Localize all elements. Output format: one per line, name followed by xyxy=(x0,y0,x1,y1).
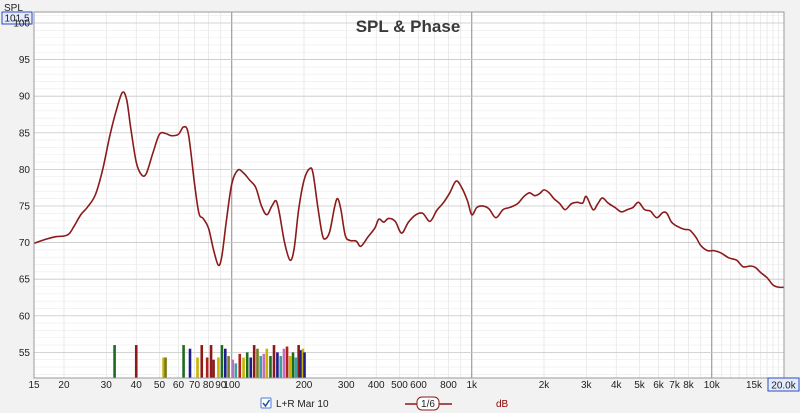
filter-bar xyxy=(269,356,272,378)
filter-bar xyxy=(245,352,249,378)
x-tick-label: 4k xyxy=(611,380,623,391)
filter-bar xyxy=(227,356,230,378)
filter-bar xyxy=(301,348,305,378)
filter-bar xyxy=(200,345,204,378)
legend: L+R Mar 10 1/6 dB xyxy=(260,396,509,411)
series-line xyxy=(33,91,785,289)
filter-bar xyxy=(299,350,303,378)
y-tick-label: 90 xyxy=(19,92,31,103)
x-tick-label: 70 xyxy=(189,380,201,391)
x-tick-label: 7k xyxy=(669,380,681,391)
x-max-box[interactable] xyxy=(767,377,800,392)
x-tick-label: 100 xyxy=(223,380,240,391)
filter-bar xyxy=(242,357,245,378)
filter-bar xyxy=(249,357,253,378)
smoothing-button[interactable] xyxy=(416,396,440,411)
bars-layer xyxy=(113,345,306,378)
y-max-label: 101.5 xyxy=(4,14,29,25)
filter-bar xyxy=(285,346,289,378)
filter-bar xyxy=(217,357,220,378)
filter-bar xyxy=(220,345,224,378)
filter-bar xyxy=(276,352,279,378)
x-tick-label: 90 xyxy=(215,380,227,391)
filter-bar xyxy=(162,357,165,378)
chart-title: SPL & Phase xyxy=(356,17,461,36)
y-tick-label: 100 xyxy=(13,18,30,29)
x-tick-label: 60 xyxy=(173,380,185,391)
y-tick-label: 70 xyxy=(19,238,31,249)
x-tick-label: 1k xyxy=(466,380,478,391)
filter-bar xyxy=(265,348,269,378)
filter-bar xyxy=(134,345,138,378)
plot-area xyxy=(34,12,784,378)
y-tick-label: 65 xyxy=(19,275,31,286)
x-tick-label: 300 xyxy=(338,380,355,391)
x-tick-label: 200 xyxy=(296,380,313,391)
x-tick-label: 15k xyxy=(746,380,763,391)
unit-label: dB xyxy=(496,399,509,410)
filter-bar xyxy=(294,357,298,378)
x-tick-label: 50 xyxy=(154,380,166,391)
x-tick-label: 8k xyxy=(683,380,695,391)
y-tick-label: 80 xyxy=(19,165,31,176)
y-tick-labels: 55 60 65 70 75 80 85 90 95 100 xyxy=(13,18,30,358)
x-tick-label: 40 xyxy=(131,380,143,391)
x-max-label: 20.0k xyxy=(771,381,796,392)
x-tick-label: 3k xyxy=(581,380,593,391)
y-tick-label: 95 xyxy=(19,55,31,66)
filter-bar xyxy=(282,348,286,378)
filter-bar xyxy=(164,357,167,378)
filter-bar xyxy=(238,353,242,378)
check-icon xyxy=(262,399,271,408)
filter-bar xyxy=(279,356,283,378)
x-tick-label: 5k xyxy=(634,380,646,391)
x-tick-label: 6k xyxy=(653,380,665,391)
filter-bar xyxy=(209,345,213,378)
filter-bar xyxy=(113,345,116,378)
x-tick-label: 400 xyxy=(368,380,385,391)
filter-bar xyxy=(223,348,227,378)
x-tick-label: 800 xyxy=(440,380,457,391)
y-tick-label: 85 xyxy=(19,128,31,139)
filter-bar xyxy=(259,356,262,378)
filter-bar xyxy=(272,345,276,378)
grid-major xyxy=(34,12,784,378)
filter-bar xyxy=(196,357,199,378)
filter-bar xyxy=(252,345,256,378)
y-axis-label: SPL xyxy=(4,3,23,14)
filter-bar xyxy=(256,348,259,378)
legend-series-label: L+R Mar 10 xyxy=(276,399,329,410)
y-tick-label: 75 xyxy=(19,201,31,212)
plot-border xyxy=(33,11,785,379)
filter-bar xyxy=(182,345,185,378)
smoothing-label: 1/6 xyxy=(421,399,435,410)
filter-bar xyxy=(303,352,306,378)
x-tick-label: 10k xyxy=(704,380,721,391)
filter-bar xyxy=(291,352,295,378)
y-max-box[interactable] xyxy=(1,11,33,25)
x-tick-label: 500 xyxy=(391,380,408,391)
x-tick-label: 2k xyxy=(539,380,551,391)
x-tick-label: 30 xyxy=(101,380,113,391)
filter-bar xyxy=(188,348,192,378)
x-tick-label: 80 xyxy=(203,380,215,391)
filter-bar xyxy=(262,353,266,378)
y-tick-label: 60 xyxy=(19,311,31,322)
y-tick-label: 55 xyxy=(19,348,31,359)
filter-bar xyxy=(288,356,292,378)
filter-bar xyxy=(234,363,238,378)
filter-bar xyxy=(231,359,235,378)
filter-bar xyxy=(297,345,300,378)
x-tick-label: 600 xyxy=(410,380,427,391)
filter-bar xyxy=(212,359,215,378)
filter-bar xyxy=(205,357,209,378)
x-tick-label: 15 xyxy=(28,380,40,391)
x-tick-label: 20 xyxy=(58,380,70,391)
